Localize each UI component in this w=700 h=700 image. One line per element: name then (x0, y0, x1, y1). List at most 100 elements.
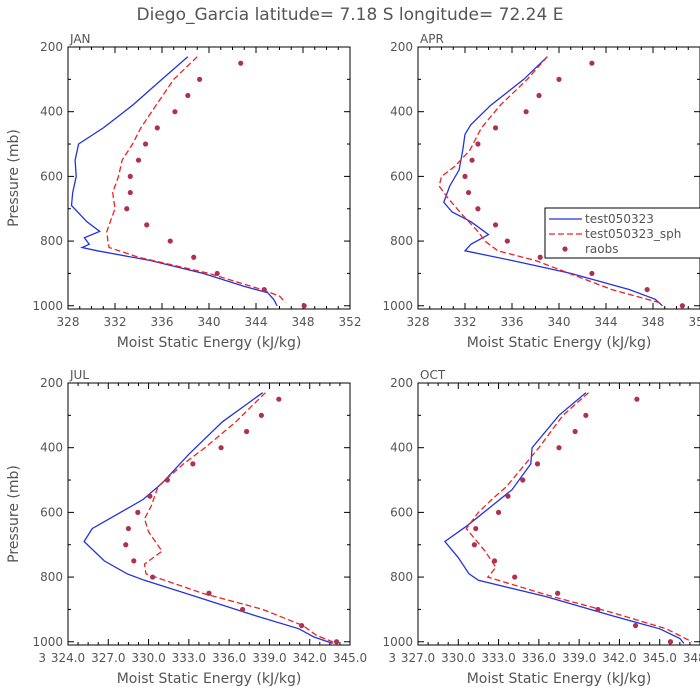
x-tick-label: 336.0 (212, 651, 246, 665)
raobs-point (589, 270, 595, 277)
series-line-test050323 (443, 392, 685, 644)
raobs-point (595, 606, 601, 613)
y-tick-label: 400 (390, 105, 413, 119)
x-tick-label: 352 (689, 315, 700, 329)
raobs-point (492, 125, 499, 131)
x-tick-label: 345.0 (333, 651, 367, 665)
x-tick-label: 332 (454, 315, 477, 329)
x-tick-label: 348 (642, 315, 665, 329)
x-tick-label: 344 (595, 315, 618, 329)
x-tick-label: 324.0 (51, 651, 85, 665)
raobs-point (185, 92, 191, 99)
legend-label: test050323_sph (585, 227, 681, 241)
x-tick-label: 328 (407, 315, 430, 329)
x-tick-label: 344 (245, 315, 268, 329)
y-tick-label: 200 (390, 376, 413, 390)
raobs-point (135, 509, 141, 515)
raobs-point (190, 461, 196, 467)
raobs-point (131, 558, 137, 564)
raobs-point (214, 270, 220, 277)
x-tick-label: 352 (339, 315, 362, 329)
raobs-point (333, 639, 340, 645)
x-tick-label: 342.0 (602, 651, 636, 665)
x-tick-label: 333.0 (481, 651, 515, 665)
y-tick-label: 200 (40, 376, 63, 390)
chart-panels: JAN 328 332 336 340 344 348 352 200 400 600 800 1000… (6, 32, 700, 687)
raobs-point (144, 222, 150, 228)
legend-label: test050323 (585, 212, 654, 226)
raobs-point (523, 109, 529, 115)
raobs-point (261, 286, 267, 293)
raobs-point (301, 303, 307, 309)
y-axis-label: Pressure (mb) (6, 465, 22, 563)
y-tick-label: 800 (40, 234, 63, 248)
raobs-point (206, 590, 212, 596)
y-tick-label: 1000 (382, 635, 413, 649)
raobs-point (572, 428, 578, 435)
panel-title: JUL (69, 368, 89, 382)
raobs-point (462, 173, 468, 179)
x-tick-label: 327.0 (401, 651, 435, 665)
x-tick-label: 328 (57, 315, 80, 329)
plot-frame (67, 382, 351, 646)
raobs-point (534, 461, 541, 467)
figure-title: Diego_Garcia latitude= 7.18 S longitude=… (137, 5, 564, 25)
x-tick-label: 342.0 (293, 651, 327, 665)
x-tick-label: 339.0 (562, 651, 596, 665)
raobs-point (495, 509, 502, 515)
legend-box (544, 207, 700, 259)
plot-area (443, 392, 693, 645)
raobs-point (471, 542, 477, 548)
raobs-point (644, 286, 650, 293)
raobs-point (556, 76, 562, 82)
legend-swatch-dot (562, 246, 568, 252)
y-tick-label: 400 (390, 441, 413, 455)
y-tick-label: 400 (40, 105, 63, 119)
raobs-point (258, 412, 264, 418)
x-tick-label: 330.0 (131, 651, 165, 665)
panel-jan: JAN 328 332 336 340 344 348 352 200 400 600 800 1000… (6, 32, 361, 351)
raobs-point (634, 396, 640, 402)
raobs-point (238, 60, 244, 66)
y-tick-label: 200 (40, 40, 63, 54)
y-tick-label: 800 (40, 570, 63, 584)
raobs-point (127, 189, 133, 196)
x-tick-label: 340 (548, 315, 571, 329)
raobs-point (667, 639, 674, 645)
series-line-test050323-sph (438, 56, 660, 304)
raobs-point (142, 141, 149, 147)
raobs-point (491, 558, 498, 564)
raobs-point (475, 141, 481, 147)
y-tick-label: 600 (40, 169, 63, 183)
raobs-point (475, 206, 481, 212)
series-line-test050323 (70, 56, 278, 307)
raobs-point (218, 445, 224, 451)
plot-area (438, 56, 685, 309)
x-axis-label: Moist Static Energy (kJ/kg) (467, 335, 652, 351)
raobs-point (135, 157, 142, 163)
y-tick-label: 800 (390, 570, 413, 584)
raobs-point (127, 173, 133, 179)
panel-title: OCT (420, 368, 446, 382)
y-tick-label: 600 (390, 169, 413, 183)
raobs-point (469, 157, 475, 163)
raobs-point (197, 76, 203, 82)
x-tick-label: 336.0 (522, 651, 556, 665)
y-tick-label: 200 (390, 40, 413, 54)
plot-area (70, 56, 307, 309)
x-tick-label: 340 (198, 315, 221, 329)
x-tick-label: 345.0 (643, 651, 677, 665)
x-tick-label: 348.0 (683, 651, 700, 665)
raobs-point (124, 206, 130, 212)
x-tick-prefix: 3 (38, 651, 46, 665)
x-tick-label: 333.0 (172, 651, 206, 665)
raobs-point (536, 92, 542, 99)
raobs-point (520, 477, 526, 483)
x-axis-label: Moist Static Energy (kJ/kg) (117, 671, 302, 687)
y-tick-label: 1000 (382, 299, 413, 313)
raobs-point (537, 254, 543, 260)
y-tick-label: 800 (390, 234, 413, 248)
raobs-point (276, 396, 282, 402)
